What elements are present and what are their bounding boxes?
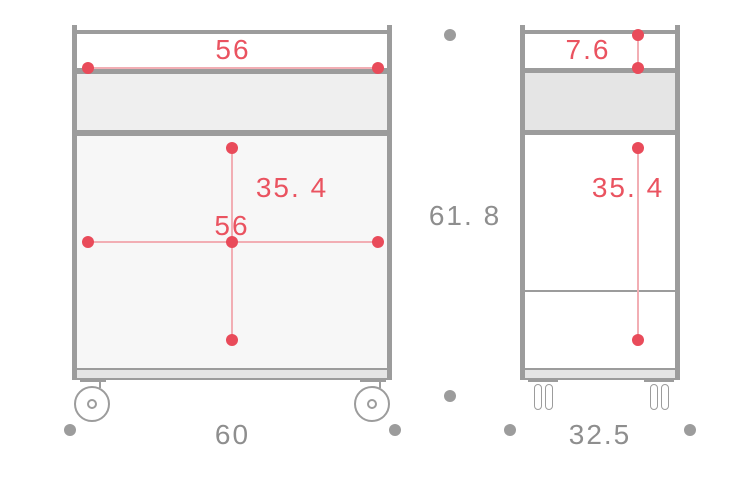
- front-top-width-label: 56: [215, 34, 250, 66]
- dot: [684, 424, 696, 436]
- dot: [504, 424, 516, 436]
- overall-height-label: 61. 8: [429, 200, 501, 232]
- front-upright-right: [387, 25, 392, 380]
- side-top-gap-label: 7.6: [566, 34, 611, 66]
- side-shelf-1: [520, 68, 680, 73]
- front-wheel-right-hub: [367, 399, 377, 409]
- dot: [389, 424, 401, 436]
- dot: [64, 424, 76, 436]
- front-wheel-left-hub: [87, 399, 97, 409]
- front-shelf-2: [72, 130, 392, 136]
- side-bottom-edge-1: [520, 368, 680, 370]
- front-bottom-edge-2: [72, 378, 392, 380]
- side-wheel-right-a: [650, 384, 658, 410]
- side-top-band: [525, 68, 675, 135]
- dot: [444, 29, 456, 41]
- side-upright-right: [675, 25, 680, 380]
- front-bottom-edge-1: [72, 368, 392, 370]
- dot: [372, 236, 384, 248]
- dot: [372, 62, 384, 74]
- front-mid-width-label: 56: [214, 210, 249, 242]
- front-wheel-left-bracket: [80, 380, 106, 382]
- dot: [632, 334, 644, 346]
- side-wheel-left-a: [534, 384, 542, 410]
- front-upright-left: [72, 25, 77, 380]
- front-wheel-right-bracket: [360, 380, 386, 382]
- dot: [444, 390, 456, 402]
- front-overall-width-label: 60: [215, 419, 250, 451]
- side-wheel-right-bracket: [644, 380, 674, 382]
- side-wheel-left-bracket: [528, 380, 558, 382]
- side-shelf-2: [520, 130, 680, 135]
- front-top-band: [77, 68, 387, 136]
- dot: [226, 142, 238, 154]
- dot: [632, 62, 644, 74]
- dot: [632, 142, 644, 154]
- dot: [82, 236, 94, 248]
- front-mid-height-label: 35. 4: [256, 172, 328, 204]
- dot: [632, 29, 644, 41]
- side-shelf-3: [520, 290, 680, 292]
- dot: [226, 334, 238, 346]
- dot: [82, 62, 94, 74]
- side-wheel-left-b: [545, 384, 553, 410]
- side-wheel-right-b: [661, 384, 669, 410]
- front-top-span-line: [88, 67, 378, 69]
- side-upright-left: [520, 25, 525, 380]
- side-overall-width-label: 32.5: [569, 419, 632, 451]
- side-mid-height-label: 35. 4: [592, 172, 664, 204]
